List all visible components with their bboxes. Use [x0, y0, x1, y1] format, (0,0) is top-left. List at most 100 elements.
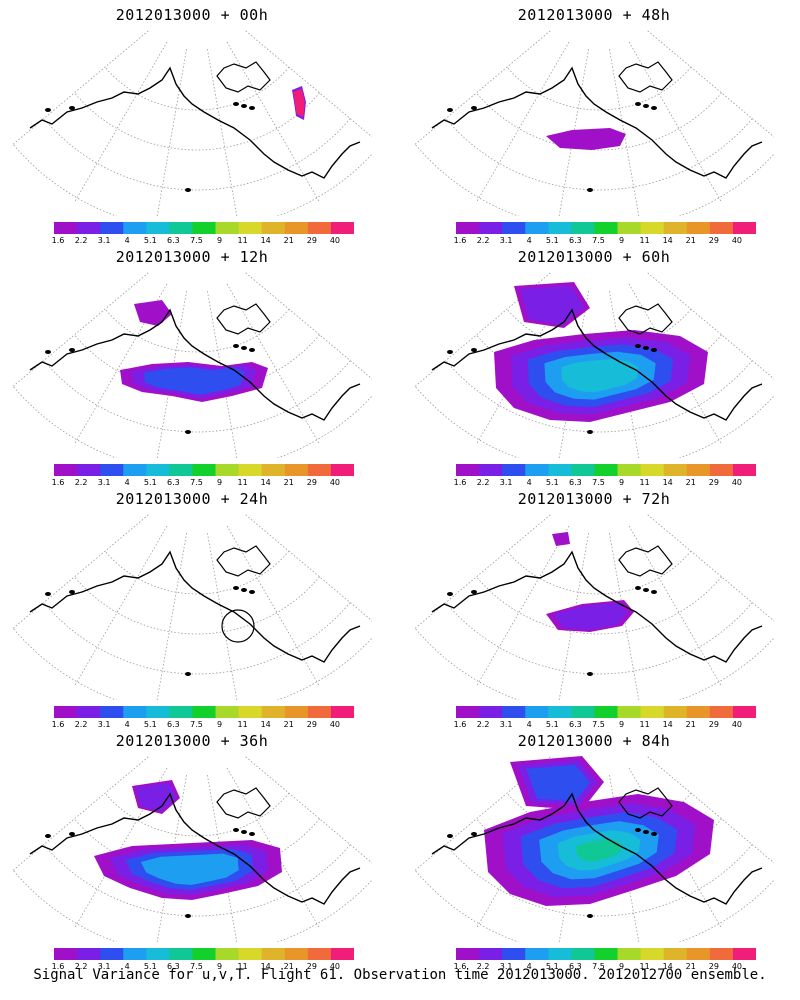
longitude-gridline	[74, 525, 168, 687]
colorbar-tick-label: 6.3	[167, 236, 180, 245]
variance-contour	[140, 853, 239, 885]
colorbar-swatch	[663, 948, 688, 960]
colorbar-swatch	[192, 706, 217, 718]
colorbar-swatch	[502, 222, 526, 234]
colorbar-tick-label: 2.2	[74, 236, 88, 245]
colorbar-swatch	[146, 948, 170, 960]
island	[587, 188, 593, 192]
island	[45, 108, 51, 112]
longitude-gridline	[12, 756, 150, 872]
arctic-islands	[618, 545, 673, 577]
colorbar-tick-label: 7.5	[190, 720, 203, 729]
colorbar-swatch	[525, 222, 549, 234]
colorbar-swatch	[617, 706, 642, 718]
colorbar-swatch	[732, 222, 756, 234]
colorbar-tick-label: 14	[260, 962, 271, 971]
colorbar	[456, 222, 756, 234]
colorbar-swatch	[709, 706, 734, 718]
colorbar-tick-label: 5.1	[545, 962, 559, 971]
colorbar-tick-label: 11	[237, 962, 248, 971]
colorbar	[456, 706, 756, 718]
colorbar-swatch	[663, 222, 688, 234]
colorbar-tick-label: 21	[685, 478, 696, 487]
map-panel: 2012013000 + 36h 1.6 2.2 3.1 4 5.1 6.3 7.5 9 11 14…	[2, 726, 382, 976]
colorbar-swatch	[261, 222, 286, 234]
colorbar-tick-label: 5.1	[143, 720, 157, 729]
colorbar-tick-label: 11	[237, 478, 248, 487]
colorbar-tick-label: 5.1	[545, 720, 559, 729]
colorbar-tick-label: 29	[306, 236, 317, 245]
colorbar-tick-label: 9	[618, 962, 625, 971]
colorbar-swatch	[594, 706, 619, 718]
longitude-gridline	[244, 514, 372, 622]
colorbar-tick-label: 1.6	[453, 236, 467, 245]
latitude-gridline	[43, 118, 351, 191]
colorbar-swatch	[525, 948, 549, 960]
longitude-gridline	[207, 533, 238, 700]
figure-caption: Signal Variance for u,v,T. Flight 61. Ob…	[33, 967, 767, 983]
colorbar-swatch	[77, 464, 101, 476]
colorbar-swatch	[709, 222, 734, 234]
colorbar-swatch	[686, 706, 711, 718]
colorbar-swatch	[215, 706, 240, 718]
colorbar-swatch	[548, 706, 572, 718]
variance-contour	[526, 764, 591, 802]
panel-title: 2012013000 + 24h	[115, 490, 269, 508]
colorbar-tick-label: 3.1	[499, 478, 513, 487]
colorbar-tick-label: 1.6	[453, 720, 467, 729]
colorbar-swatch	[100, 464, 124, 476]
latitude-gridline	[74, 818, 320, 877]
colorbar	[54, 706, 354, 718]
latitude-gridline	[74, 92, 320, 151]
colorbar-swatch	[238, 948, 263, 960]
island	[185, 188, 191, 192]
longitude-gridline	[414, 30, 552, 146]
arctic-islands	[216, 545, 271, 577]
colorbar-tick-label: 29	[708, 478, 719, 487]
colorbar-swatch	[146, 706, 170, 718]
colorbar-tick-label: 14	[260, 478, 271, 487]
longitude-gridline	[609, 49, 640, 216]
colorbar-tick-label: 2.2	[74, 478, 88, 487]
colorbar-tick-label: 14	[662, 236, 673, 245]
latitude-gridline	[74, 576, 320, 635]
latitude-gridline	[74, 334, 320, 393]
colorbar-tick-label: 11	[639, 478, 650, 487]
colorbar-swatch	[169, 464, 193, 476]
colorbar-tick-label: 40	[731, 478, 743, 487]
longitude-gridline	[12, 272, 150, 388]
island	[233, 102, 239, 106]
arctic-islands	[216, 61, 271, 93]
colorbar-swatch	[330, 706, 354, 718]
latitude-gridline	[414, 628, 774, 700]
colorbar-tick-label: 21	[685, 720, 696, 729]
colorbar-tick-label: 1.6	[51, 720, 65, 729]
colorbar-tick-label: 6.3	[569, 962, 582, 971]
colorbar-tick-label: 14	[662, 962, 673, 971]
latitude-gridline	[43, 844, 351, 917]
colorbar-swatch	[456, 706, 480, 718]
longitude-gridline	[609, 291, 640, 458]
colorbar-tick-label: 9	[618, 478, 625, 487]
colorbar-swatch	[594, 222, 619, 234]
colorbar-swatch	[479, 948, 503, 960]
island	[587, 672, 593, 676]
colorbar-swatch	[732, 464, 756, 476]
coastline	[29, 66, 361, 179]
island	[447, 108, 453, 112]
colorbar-tick-label: 3.1	[97, 236, 111, 245]
colorbar-swatch	[54, 222, 78, 234]
island	[587, 430, 593, 434]
colorbar-tick-label: 5.1	[545, 236, 559, 245]
colorbar-swatch	[238, 706, 263, 718]
colorbar-tick-label: 6.3	[167, 962, 180, 971]
colorbar-swatch	[732, 706, 756, 718]
longitude-gridline	[414, 756, 552, 872]
colorbar-swatch	[330, 464, 354, 476]
colorbar-tick-label: 40	[329, 962, 341, 971]
colorbar-swatch	[617, 464, 642, 476]
island	[45, 350, 51, 354]
island	[587, 914, 593, 918]
island	[651, 832, 657, 836]
colorbar-tick-label: 11	[639, 962, 650, 971]
